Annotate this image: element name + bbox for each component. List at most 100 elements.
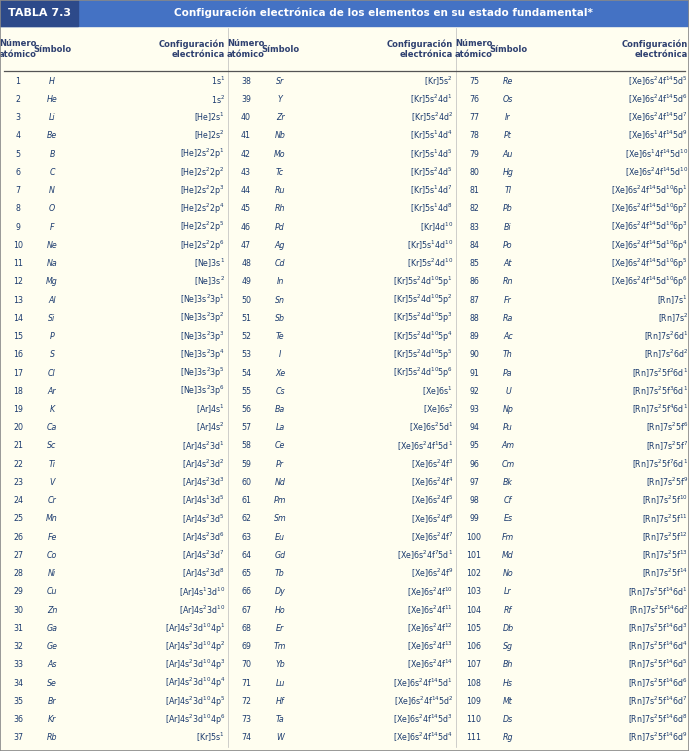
Text: 101: 101 <box>466 551 482 560</box>
Text: Ho: Ho <box>275 605 285 614</box>
Text: [Kr]5s$^1$4d$^{10}$: [Kr]5s$^1$4d$^{10}$ <box>407 239 453 252</box>
Text: Rh: Rh <box>275 204 285 213</box>
Text: 47: 47 <box>241 241 251 250</box>
Text: [Rn]7s$^2$5f$^{14}$6d$^1$: [Rn]7s$^2$5f$^{14}$6d$^1$ <box>628 585 688 599</box>
Text: [Rn]7s$^2$5f$^{14}$6d$^7$: [Rn]7s$^2$5f$^{14}$6d$^7$ <box>628 695 688 708</box>
Text: [Ar]4s$^2$3d$^3$: [Ar]4s$^2$3d$^3$ <box>182 476 225 489</box>
Text: Be: Be <box>47 131 57 140</box>
Text: Sn: Sn <box>275 296 285 305</box>
Text: 52: 52 <box>241 332 251 341</box>
Text: Fm: Fm <box>502 532 514 541</box>
Text: 31: 31 <box>13 624 23 633</box>
Text: 13: 13 <box>13 296 23 305</box>
Text: [Xe]6s$^2$4f$^{14}$5d$^{10}$6p$^1$: [Xe]6s$^2$4f$^{14}$5d$^{10}$6p$^1$ <box>611 183 688 198</box>
Text: [Rn]7s$^2$5f$^{13}$: [Rn]7s$^2$5f$^{13}$ <box>642 549 688 562</box>
Text: Pa: Pa <box>503 369 513 378</box>
Text: [Rn]7s$^2$5f$^{14}$6d$^6$: [Rn]7s$^2$5f$^{14}$6d$^6$ <box>628 677 688 689</box>
Text: 84: 84 <box>469 241 479 250</box>
Text: 88: 88 <box>469 314 479 323</box>
Text: [Xe]6s$^2$4f$^{14}$5d$^4$: [Xe]6s$^2$4f$^{14}$5d$^4$ <box>393 731 453 744</box>
Text: 56: 56 <box>241 405 251 414</box>
Text: Tb: Tb <box>275 569 285 578</box>
Text: Ni: Ni <box>48 569 56 578</box>
Text: [Xe]6s$^2$4f$^{14}$5d$^2$: [Xe]6s$^2$4f$^{14}$5d$^2$ <box>393 695 453 708</box>
Text: [Rn]7s$^2$5f$^{12}$: [Rn]7s$^2$5f$^{12}$ <box>642 531 688 544</box>
Text: Bi: Bi <box>504 222 512 231</box>
Text: Xe: Xe <box>275 369 285 378</box>
Text: I: I <box>279 350 281 359</box>
Text: [Xe]6s$^2$4f$^{14}$5d$^6$: [Xe]6s$^2$4f$^{14}$5d$^6$ <box>628 93 688 106</box>
Text: 78: 78 <box>469 131 479 140</box>
Text: Th: Th <box>503 350 513 359</box>
Text: 66: 66 <box>241 587 251 596</box>
Text: Hf: Hf <box>276 697 285 706</box>
Text: 10: 10 <box>13 241 23 250</box>
Text: [Kr]5s$^1$: [Kr]5s$^1$ <box>196 731 225 744</box>
Text: 55: 55 <box>241 387 251 396</box>
Text: [Kr]5s$^2$4d$^5$: [Kr]5s$^2$4d$^5$ <box>411 166 453 179</box>
Text: Er: Er <box>276 624 284 633</box>
Text: [Rn]7s$^2$6d$^2$: [Rn]7s$^2$6d$^2$ <box>644 348 688 361</box>
Text: Sb: Sb <box>275 314 285 323</box>
Text: 64: 64 <box>241 551 251 560</box>
Text: 39: 39 <box>241 95 251 104</box>
Text: 4: 4 <box>15 131 21 140</box>
Text: 21: 21 <box>13 442 23 451</box>
Text: 86: 86 <box>469 277 479 286</box>
Text: 20: 20 <box>13 424 23 433</box>
Text: [Xe]6s$^2$4f$^{14}$5d$^1$: [Xe]6s$^2$4f$^{14}$5d$^1$ <box>393 677 453 689</box>
Bar <box>0 0 78 26</box>
Text: 77: 77 <box>469 113 479 122</box>
Text: 93: 93 <box>469 405 479 414</box>
Text: Ba: Ba <box>275 405 285 414</box>
Text: [Ar]4s$^2$3d$^{10}$4p$^4$: [Ar]4s$^2$3d$^{10}$4p$^4$ <box>165 676 225 690</box>
Text: [Rn]7s$^2$5f$^3$6d$^1$: [Rn]7s$^2$5f$^3$6d$^1$ <box>632 385 688 398</box>
Text: Ge: Ge <box>46 642 57 651</box>
Text: Ti: Ti <box>48 460 56 469</box>
Text: [Xe]6s$^1$4f$^{14}$5d$^9$: [Xe]6s$^1$4f$^{14}$5d$^9$ <box>628 129 688 143</box>
Text: 109: 109 <box>466 697 482 706</box>
Text: [Kr]5s$^2$4d$^1$: [Kr]5s$^2$4d$^1$ <box>411 93 453 106</box>
Text: He: He <box>47 95 57 104</box>
Text: Dy: Dy <box>275 587 285 596</box>
Text: TABLA 7.3: TABLA 7.3 <box>8 8 70 18</box>
Text: [He]2s$^2$2p$^3$: [He]2s$^2$2p$^3$ <box>181 183 225 198</box>
Text: 59: 59 <box>241 460 251 469</box>
Text: Ra: Ra <box>503 314 513 323</box>
Text: [Rn]7s$^2$5f$^2$6d$^1$: [Rn]7s$^2$5f$^2$6d$^1$ <box>632 366 688 379</box>
Text: 11: 11 <box>13 259 23 268</box>
Text: Número
atómico: Número atómico <box>455 39 493 59</box>
Text: [Xe]6s$^2$4f$^{14}$5d$^7$: [Xe]6s$^2$4f$^{14}$5d$^7$ <box>628 111 688 124</box>
Text: Pd: Pd <box>275 222 285 231</box>
Text: Cl: Cl <box>48 369 56 378</box>
Text: 12: 12 <box>13 277 23 286</box>
Text: 15: 15 <box>13 332 23 341</box>
Text: As: As <box>48 660 56 669</box>
Text: 8: 8 <box>16 204 21 213</box>
Text: 23: 23 <box>13 478 23 487</box>
Text: [Ne]3s$^2$3p$^5$: [Ne]3s$^2$3p$^5$ <box>180 366 225 380</box>
Text: [Xe]6s$^1$4f$^{14}$5d$^{10}$: [Xe]6s$^1$4f$^{14}$5d$^{10}$ <box>625 147 688 161</box>
Text: [Ne]3s$^1$: [Ne]3s$^1$ <box>194 257 225 270</box>
Text: [Ne]3s$^2$3p$^6$: [Ne]3s$^2$3p$^6$ <box>180 384 225 399</box>
Text: Rn: Rn <box>503 277 513 286</box>
Text: W: W <box>276 734 284 743</box>
Text: Zn: Zn <box>47 605 57 614</box>
Text: Au: Au <box>503 149 513 158</box>
Text: Zr: Zr <box>276 113 285 122</box>
Text: [Kr]5s$^2$4d$^{10}$5p$^5$: [Kr]5s$^2$4d$^{10}$5p$^5$ <box>393 348 453 362</box>
Text: Símbolo: Símbolo <box>489 44 527 53</box>
Text: Nb: Nb <box>274 131 285 140</box>
Text: 72: 72 <box>241 697 251 706</box>
Text: Se: Se <box>47 679 57 688</box>
Text: [Xe]6s$^2$4f$^{14}$5d$^{10}$6p$^6$: [Xe]6s$^2$4f$^{14}$5d$^{10}$6p$^6$ <box>611 275 688 289</box>
Text: Es: Es <box>504 514 513 523</box>
Text: [Ar]4s$^2$3d$^6$: [Ar]4s$^2$3d$^6$ <box>182 531 225 544</box>
Text: Mt: Mt <box>503 697 513 706</box>
Text: [Kr]5s$^2$4d$^{10}$5p$^3$: [Kr]5s$^2$4d$^{10}$5p$^3$ <box>393 311 453 325</box>
Text: 71: 71 <box>241 679 251 688</box>
Text: [Kr]4d$^{10}$: [Kr]4d$^{10}$ <box>420 221 453 234</box>
Text: Cd: Cd <box>275 259 285 268</box>
Text: [Rn]7s$^2$5f$^7$: [Rn]7s$^2$5f$^7$ <box>646 439 688 453</box>
Text: [Xe]6s$^2$4f$^{14}$5d$^{10}$: [Xe]6s$^2$4f$^{14}$5d$^{10}$ <box>625 166 688 179</box>
